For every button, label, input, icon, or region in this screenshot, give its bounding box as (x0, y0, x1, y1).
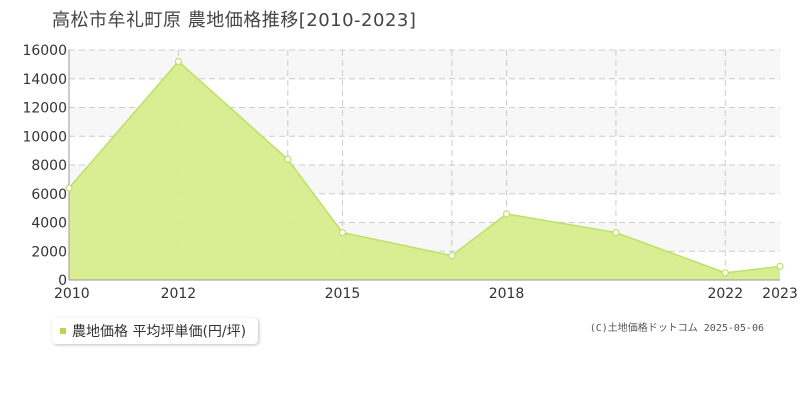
chart-title: 高松市牟礼町原 農地価格推移[2010-2023] (52, 10, 417, 31)
data-point (284, 155, 292, 163)
data-point (448, 251, 456, 260)
y-tick-label: 16000 (22, 43, 67, 59)
data-point (502, 210, 511, 218)
data-point (776, 262, 784, 270)
y-tick-label: 0 (58, 273, 67, 289)
y-tick-label: 4000 (31, 216, 67, 232)
x-tick-label: 2018 (489, 286, 525, 302)
legend-swatch (60, 328, 66, 334)
x-tick-label: 2022 (707, 286, 743, 302)
data-point (612, 228, 620, 237)
copyright: (C)土地価格ドットコム 2025-05-06 (589, 323, 764, 334)
y-tick-label: 8000 (31, 158, 67, 174)
y-tick-label: 12000 (22, 101, 67, 117)
y-tick-label: 14000 (22, 72, 67, 88)
y-axis-labels: 0 2000 4000 6000 8000 10000 12000 14000 16000 (22, 43, 67, 289)
y-tick-label: 6000 (31, 187, 67, 203)
x-tick-label: 2010 (54, 286, 90, 302)
x-tick-label: 2015 (325, 286, 361, 302)
series-area (69, 61, 780, 280)
y-tick-label: 10000 (22, 129, 67, 145)
data-point (65, 184, 73, 192)
axes (68, 50, 780, 281)
data-points (65, 57, 784, 277)
data-point (721, 269, 729, 277)
x-axis-labels: 2010 2012 2015 2018 2022 2023 (54, 286, 798, 302)
legend: 農地価格 平均坪単価(円/坪) (52, 318, 259, 344)
x-tick-label: 2012 (161, 286, 197, 302)
y-tick-label: 2000 (31, 244, 67, 260)
data-point (174, 57, 182, 66)
legend-label: 農地価格 平均坪単価(円/坪) (72, 324, 247, 340)
x-tick-label: 2023 (762, 286, 798, 302)
data-point (338, 228, 347, 237)
